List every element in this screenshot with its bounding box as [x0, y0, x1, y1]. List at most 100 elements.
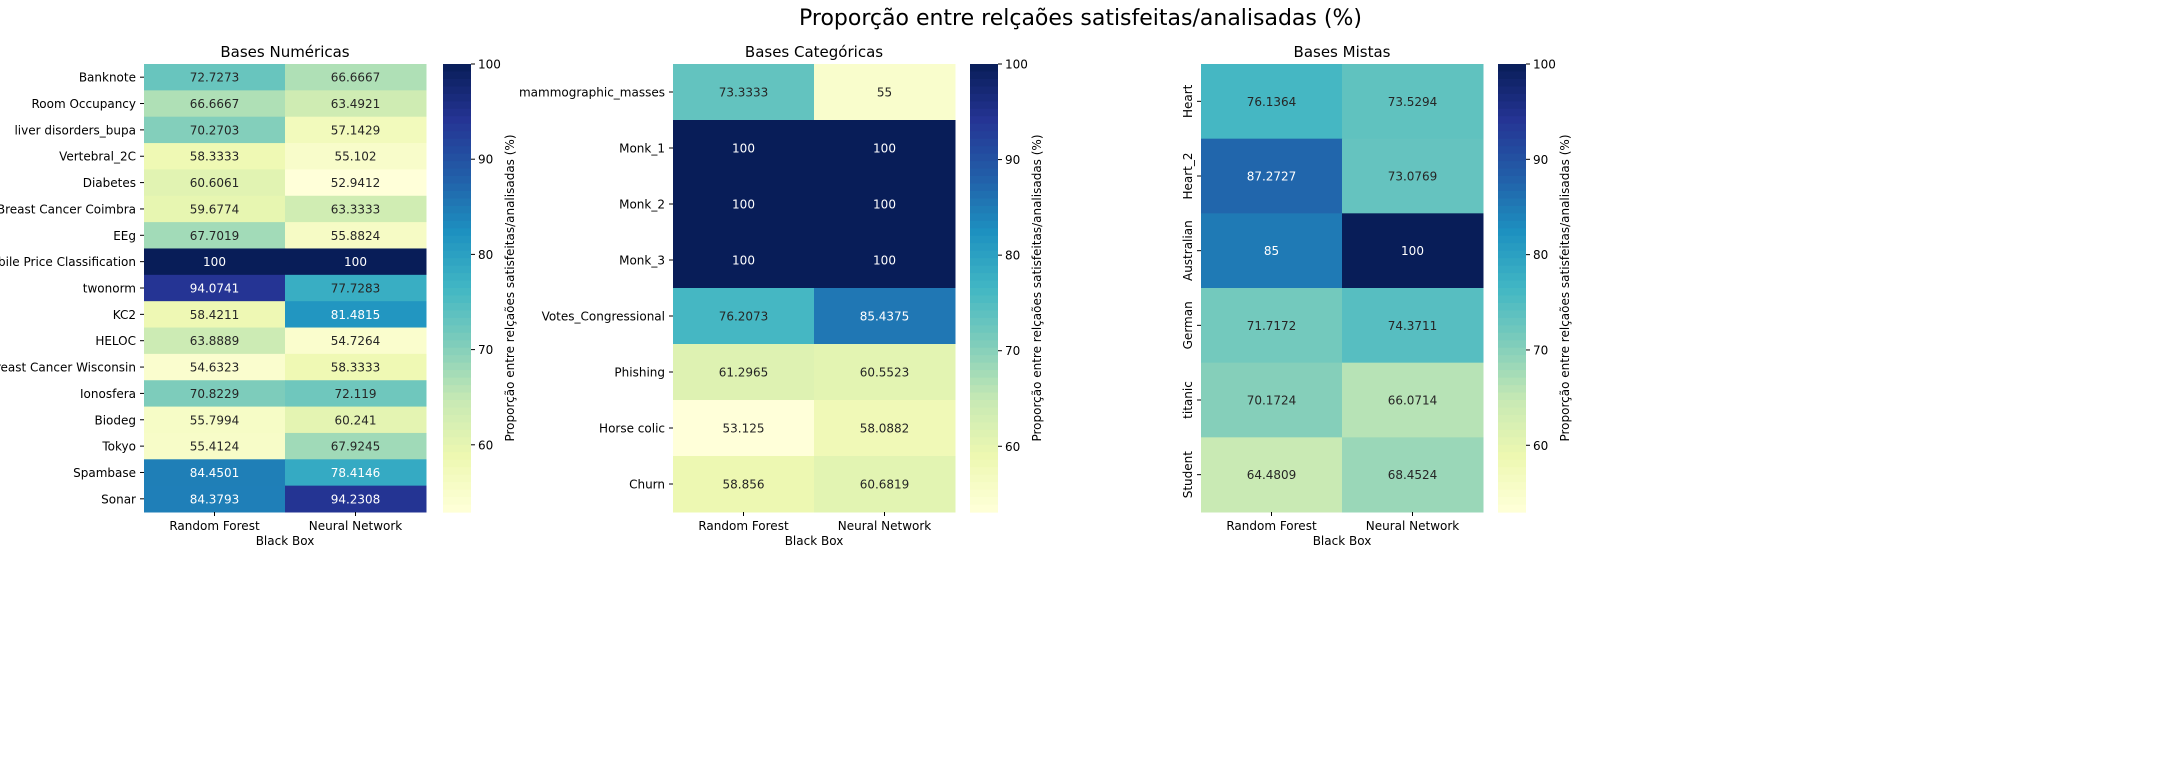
- colorbar-segment: [1498, 183, 1526, 192]
- y-tick-label: Heart: [1181, 84, 1195, 118]
- colorbar-segment: [1498, 414, 1526, 423]
- y-tick-label: Phishing: [614, 366, 665, 380]
- cell-label: 55: [877, 86, 892, 100]
- colorbar-segment: [1498, 489, 1526, 498]
- colorbar-segment: [970, 93, 998, 102]
- y-tick-label: EEg: [113, 229, 136, 243]
- cell-label: 87.2727: [1247, 170, 1297, 184]
- y-tick-label: Diabetes: [83, 176, 136, 190]
- colorbar-segment: [970, 116, 998, 125]
- colorbar-segment: [443, 273, 471, 282]
- heatmap-cell: [144, 222, 286, 249]
- colorbar-segment: [443, 377, 471, 386]
- colorbar-segment: [1498, 400, 1526, 409]
- heatmap-cell: [144, 116, 286, 144]
- y-tick-label: Biodeg: [94, 413, 136, 427]
- cell-label: 60.6061: [190, 176, 240, 190]
- heatmap-cell: [285, 274, 427, 302]
- cell-label: 60.6819: [860, 478, 910, 492]
- y-tick-label: Ionosfera: [80, 387, 136, 401]
- y-tick-label: Monk_2: [619, 198, 665, 212]
- colorbar-segment: [443, 347, 471, 356]
- cell-label: 94.0741: [190, 282, 240, 296]
- colorbar-segment: [443, 168, 471, 177]
- colorbar-segment: [443, 64, 471, 73]
- heatmap-cell: [814, 456, 956, 513]
- colorbar-segment: [443, 497, 471, 506]
- colorbar-segment: [443, 340, 471, 349]
- cell-label: 85: [1264, 244, 1279, 258]
- heatmap-cell: [285, 353, 427, 381]
- y-tick-label: Mobile Price Classification: [0, 255, 136, 269]
- colorbar-segment: [443, 474, 471, 483]
- colorbar-segment: [443, 452, 471, 461]
- colorbar-segment: [1498, 325, 1526, 334]
- x-tick-label: Random Forest: [698, 519, 789, 533]
- colorbar-segment: [970, 452, 998, 461]
- colorbar-segment: [443, 385, 471, 394]
- colorbar-segment: [443, 78, 471, 87]
- colorbar-segment: [970, 273, 998, 282]
- cell-label: 100: [203, 255, 226, 269]
- colorbar-segment: [443, 243, 471, 252]
- heatmap-cell: [144, 380, 286, 408]
- colorbar-segment: [1498, 71, 1526, 80]
- heatmap-cell: [144, 143, 286, 170]
- colorbar-segment: [1498, 213, 1526, 222]
- colorbar-segment: [443, 146, 471, 155]
- cell-label: 85.4375: [860, 310, 910, 324]
- colorbar-segment: [970, 340, 998, 349]
- colorbar-segment: [1498, 302, 1526, 311]
- y-tick-label: Vertebral_2C: [59, 150, 136, 164]
- colorbar-segment: [1498, 332, 1526, 341]
- colorbar-segment: [970, 377, 998, 386]
- colorbar-segment: [443, 504, 471, 513]
- heatmap-cell: [673, 456, 815, 513]
- cell-label: 60.5523: [860, 366, 910, 380]
- y-tick-label: Monk_3: [619, 254, 665, 268]
- colorbar-segment: [970, 138, 998, 147]
- heatmap-cell: [144, 459, 286, 487]
- colorbar-segment: [970, 302, 998, 311]
- colorbar-segment: [970, 295, 998, 304]
- colorbar-segment: [443, 116, 471, 125]
- colorbar-segment: [443, 325, 471, 334]
- y-tick-label: Sonar: [101, 492, 136, 506]
- colorbar-segment: [443, 205, 471, 214]
- cell-label: 66.0714: [1388, 394, 1438, 408]
- heatmap-cell: [1342, 213, 1484, 289]
- colorbar-segment: [1498, 370, 1526, 379]
- colorbar-segment: [970, 101, 998, 110]
- heatmap-cell: [285, 406, 427, 434]
- colorbar-segment: [970, 422, 998, 431]
- colorbar-segment: [970, 414, 998, 423]
- colorbar-tick-label: 90: [1533, 153, 1548, 167]
- colorbar-segment: [970, 504, 998, 513]
- y-tick-label: Room Occupancy: [31, 97, 136, 111]
- cell-label: 54.7264: [331, 334, 381, 348]
- figure-title: Proporção entre relçaões satisfeitas/ana…: [799, 6, 1362, 31]
- colorbar-segment: [970, 183, 998, 192]
- colorbar-segment: [1498, 205, 1526, 214]
- cell-label: 76.1364: [1247, 95, 1297, 109]
- heatmap-cell: [285, 195, 427, 223]
- cell-label: 67.9245: [331, 440, 381, 454]
- colorbar-tick-label: 80: [478, 248, 493, 262]
- colorbar-segment: [443, 220, 471, 229]
- colorbar-segment: [970, 407, 998, 416]
- cell-label: 66.6667: [331, 71, 381, 85]
- heatmap-cell: [144, 90, 286, 118]
- colorbar-segment: [443, 213, 471, 222]
- heatmap-cell: [285, 327, 427, 355]
- heatmap-cell: [673, 176, 815, 233]
- colorbar-segment: [443, 86, 471, 95]
- colorbar-segment: [1498, 235, 1526, 244]
- x-tick-label: Random Forest: [1226, 519, 1317, 533]
- cell-label: 63.4921: [331, 97, 381, 111]
- colorbar-segment: [970, 176, 998, 185]
- colorbar-segment: [1498, 138, 1526, 147]
- colorbar-segment: [970, 205, 998, 214]
- colorbar-segment: [970, 400, 998, 409]
- colorbar-segment: [443, 280, 471, 289]
- colorbar-tick-label: 100: [1533, 58, 1556, 72]
